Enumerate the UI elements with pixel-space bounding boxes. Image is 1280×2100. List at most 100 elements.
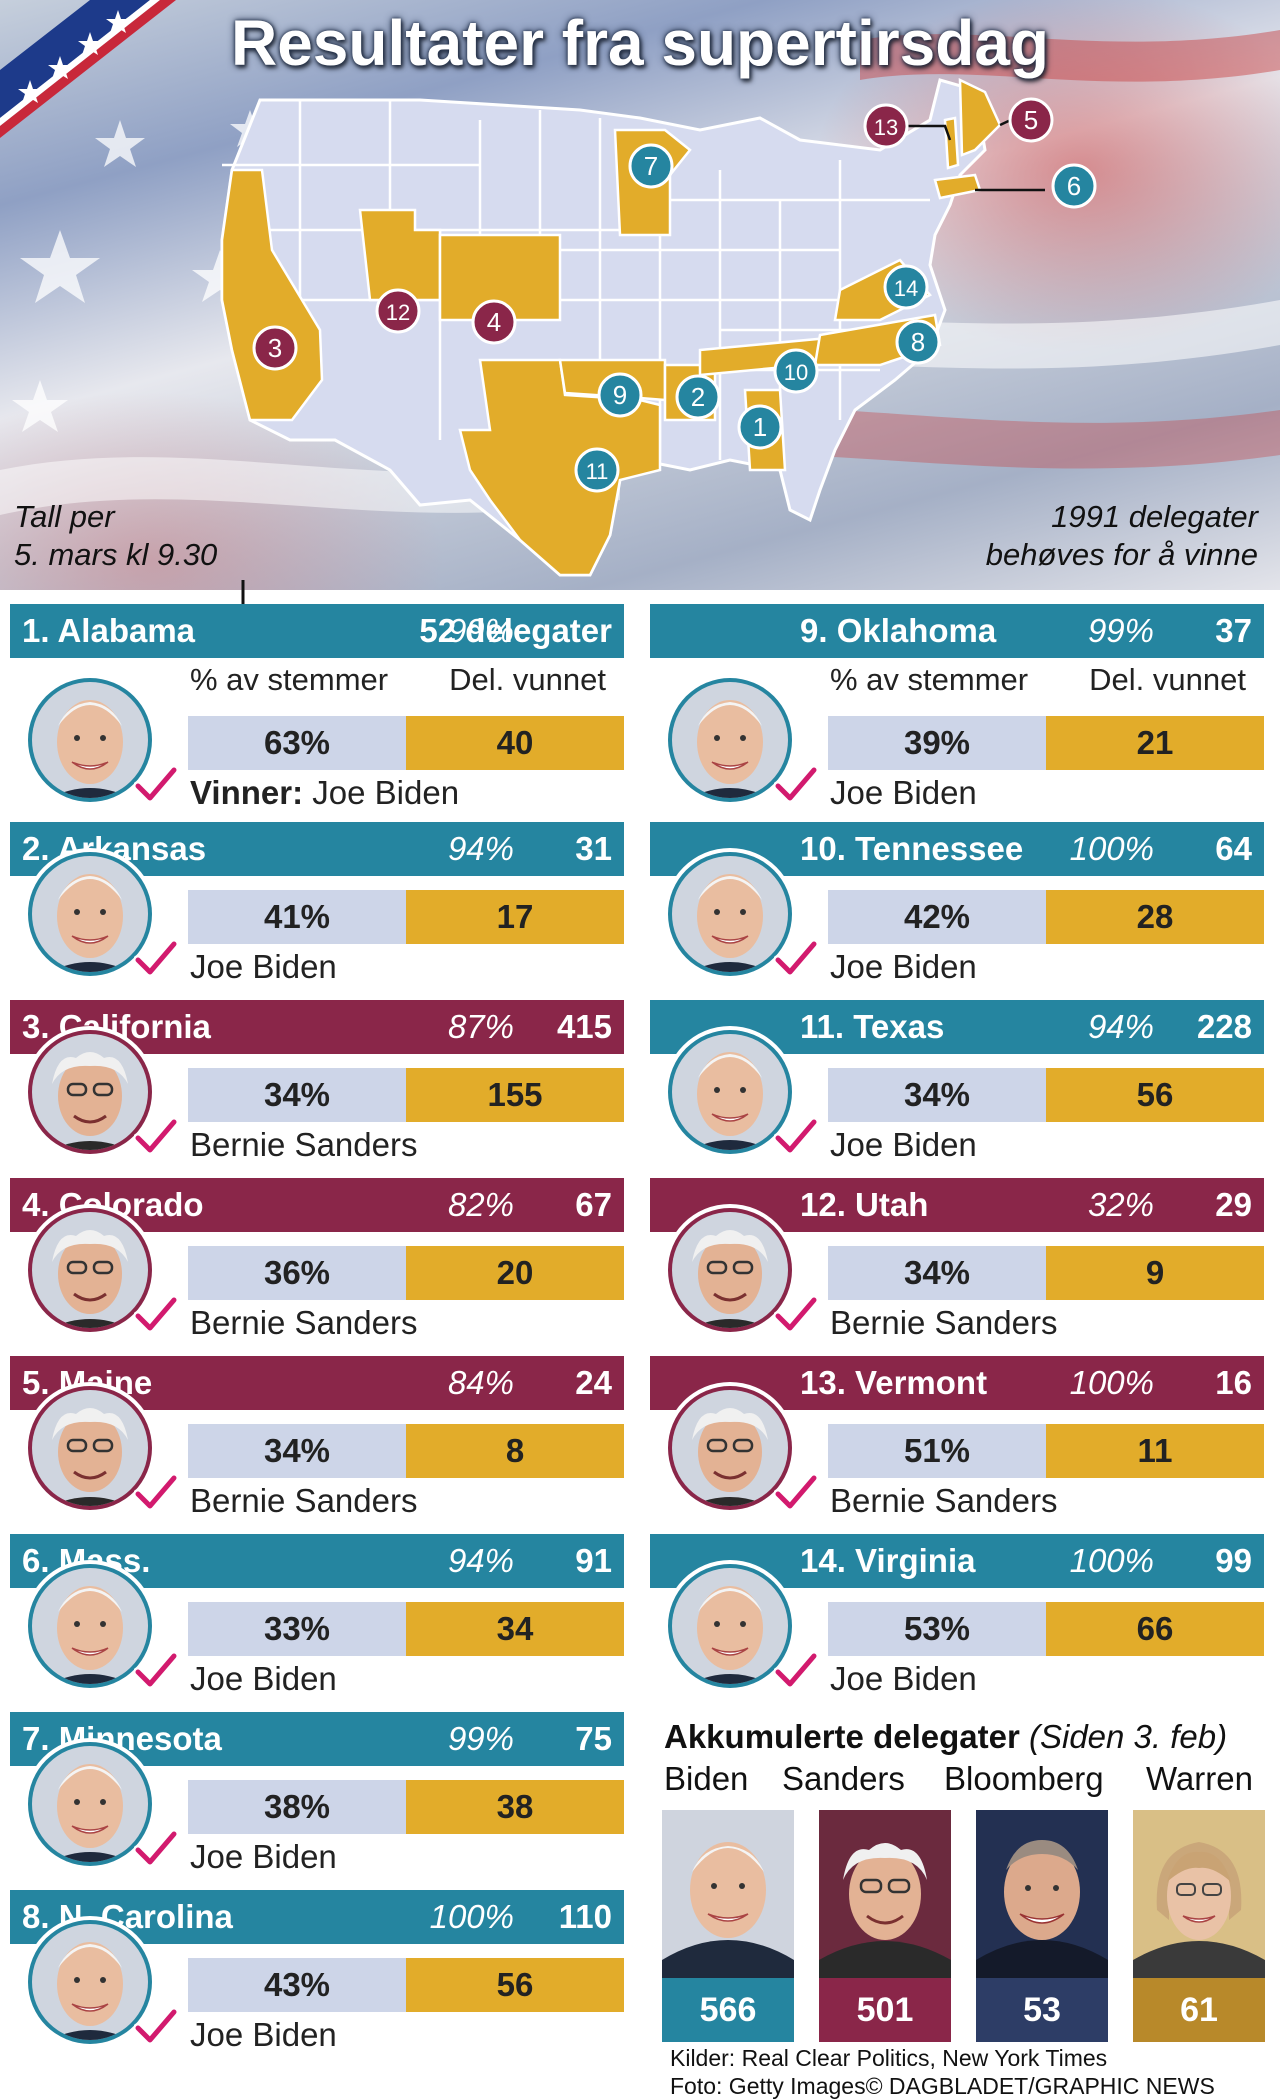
checkmark-icon <box>134 1652 178 1689</box>
reporting-percent: 32% <box>1087 1186 1154 1223</box>
reporting-percent: 84% <box>447 1364 514 1401</box>
state-card: 10. Tennessee 100% 64 <box>650 822 1264 1000</box>
state-name: 11. Texas <box>800 1008 945 1045</box>
reporting-percent: 100% <box>429 1898 514 1935</box>
state-delegates: 52 delegater <box>419 612 612 649</box>
state-card: 9. Oklahoma 99% 37 % av stemmer Del. vun… <box>650 604 1264 822</box>
reporting-percent: 99% <box>1087 612 1154 649</box>
winner-name: Joe Biden <box>830 1126 977 1163</box>
map-marker-13: 13 <box>863 103 909 149</box>
state-card: 14. Virginia 100% 99 <box>650 1534 1264 1712</box>
vote-share-cell: 41% <box>188 890 406 944</box>
state-delegates: 99 <box>1215 1542 1252 1579</box>
winner-name: Joe Biden <box>190 1660 337 1697</box>
vote-share-cell: 34% <box>828 1068 1046 1122</box>
winner-name: Joe Biden <box>190 948 337 985</box>
state-delegates: 110 <box>558 1898 612 1935</box>
delegate-count-sanders: 501 <box>819 1978 951 2042</box>
winner-name: Joe Biden <box>190 2016 337 2053</box>
state-name: 9. Oklahoma <box>800 612 997 649</box>
checkmark-icon <box>774 1474 818 1511</box>
state-colorado <box>438 233 562 322</box>
state-card: 2. Arkansas 94% 31 <box>10 822 624 1000</box>
state-card: 5. Maine 84% 24 <box>10 1356 624 1534</box>
delegates-won-cell: 155 <box>406 1068 624 1122</box>
svg-text:13: 13 <box>874 115 898 140</box>
winner-portrait <box>660 1022 800 1162</box>
winner-portrait <box>660 844 800 984</box>
state-card: 3. California 87% 415 <box>10 1000 624 1178</box>
delegates-won-cell: 28 <box>1046 890 1264 944</box>
delegates-won-cell: 8 <box>406 1424 624 1478</box>
winner-portrait <box>20 1022 160 1162</box>
reporting-percent: 100% <box>1069 830 1154 867</box>
winner-name: Joe Biden <box>830 774 977 811</box>
winner-name: Bernie Sanders <box>830 1304 1058 1341</box>
svg-text:4: 4 <box>487 307 501 337</box>
vote-share-cell: 53% <box>828 1602 1046 1656</box>
winner-portrait <box>20 670 160 810</box>
checkmark-icon <box>134 1296 178 1333</box>
state-card: 1. Alabama 99% 52 delegater % av stemmer… <box>10 604 624 822</box>
state-header: 8. N. Carolina 100% 110 <box>10 1890 624 1944</box>
accumulated-delegates: Akkumulerte delegater (Siden 3. feb) Bid… <box>662 1718 1280 2099</box>
winner-portrait <box>20 1378 160 1518</box>
delegates-won-cell: 38 <box>406 1780 624 1834</box>
page-title: Resultater fra supertirsdag <box>230 7 1050 79</box>
vote-share-cell: 34% <box>828 1246 1046 1300</box>
state-utah <box>358 208 442 302</box>
state-name: 13. Vermont <box>800 1364 988 1401</box>
checkmark-icon <box>774 940 818 977</box>
map-marker-12: 12 <box>375 288 421 334</box>
delegates-won-cell: 56 <box>1046 1068 1264 1122</box>
state-name: 14. Virginia <box>800 1542 976 1579</box>
map-marker-3: 3 <box>252 325 298 371</box>
delegates-won-cell: 66 <box>1046 1602 1264 1656</box>
vote-share-cell: 38% <box>188 1780 406 1834</box>
winner-name: Bernie Sanders <box>190 1482 418 1519</box>
checkmark-icon <box>774 1652 818 1689</box>
state-name: 12. Utah <box>800 1186 929 1223</box>
candidate-name-biden: Biden <box>664 1760 749 1797</box>
winner-name: Bernie Sanders <box>190 1304 418 1341</box>
svg-text:5: 5 <box>1024 105 1038 135</box>
svg-text:6: 6 <box>1067 171 1081 201</box>
state-card: 4. Colorado 82% 67 <box>10 1178 624 1356</box>
vote-share-cell: 63% <box>188 716 406 770</box>
checkmark-icon <box>774 1118 818 1155</box>
svg-text:11: 11 <box>586 459 609 484</box>
state-card: 13. Vermont 100% 16 <box>650 1356 1264 1534</box>
candidate-photo-biden <box>662 1810 794 1978</box>
winner-portrait <box>660 1556 800 1696</box>
map-marker-7: 7 <box>628 143 674 189</box>
winner-portrait <box>20 1556 160 1696</box>
state-maine <box>958 77 1002 157</box>
state-massachusetts <box>933 173 982 200</box>
winner-portrait <box>20 844 160 984</box>
state-vermont <box>943 116 960 170</box>
state-name: 10. Tennessee <box>800 830 1024 867</box>
winner-portrait <box>660 1200 800 1340</box>
delegate-count-biden: 566 <box>662 1978 794 2042</box>
svg-text:9: 9 <box>613 380 627 410</box>
state-delegates: 29 <box>1215 1186 1252 1223</box>
vote-share-cell: 39% <box>828 716 1046 770</box>
map-marker-14: 14 <box>883 264 929 310</box>
state-header: 4. Colorado 82% 67 <box>10 1178 624 1232</box>
map-marker-8: 8 <box>895 319 941 365</box>
delegates-needed-note: 1991 delegater behøves for å vinne <box>985 499 1258 572</box>
svg-text:1: 1 <box>753 412 767 442</box>
state-delegates: 37 <box>1215 612 1252 649</box>
winner-name: Joe Biden <box>830 948 977 985</box>
candidate-name-bloomberg: Bloomberg <box>944 1760 1104 1797</box>
delegates-won-cell: 20 <box>406 1246 624 1300</box>
reporting-percent: 94% <box>1087 1008 1154 1045</box>
checkmark-icon <box>134 1474 178 1511</box>
map-marker-9: 9 <box>597 372 643 418</box>
map-marker-10: 10 <box>773 348 819 394</box>
winner-portrait <box>660 670 800 810</box>
delegates-won-label: Del. vunnet <box>449 662 606 697</box>
vote-share-cell: 42% <box>828 890 1046 944</box>
checkmark-icon <box>134 766 178 803</box>
reporting-percent: 99% <box>447 1720 514 1757</box>
